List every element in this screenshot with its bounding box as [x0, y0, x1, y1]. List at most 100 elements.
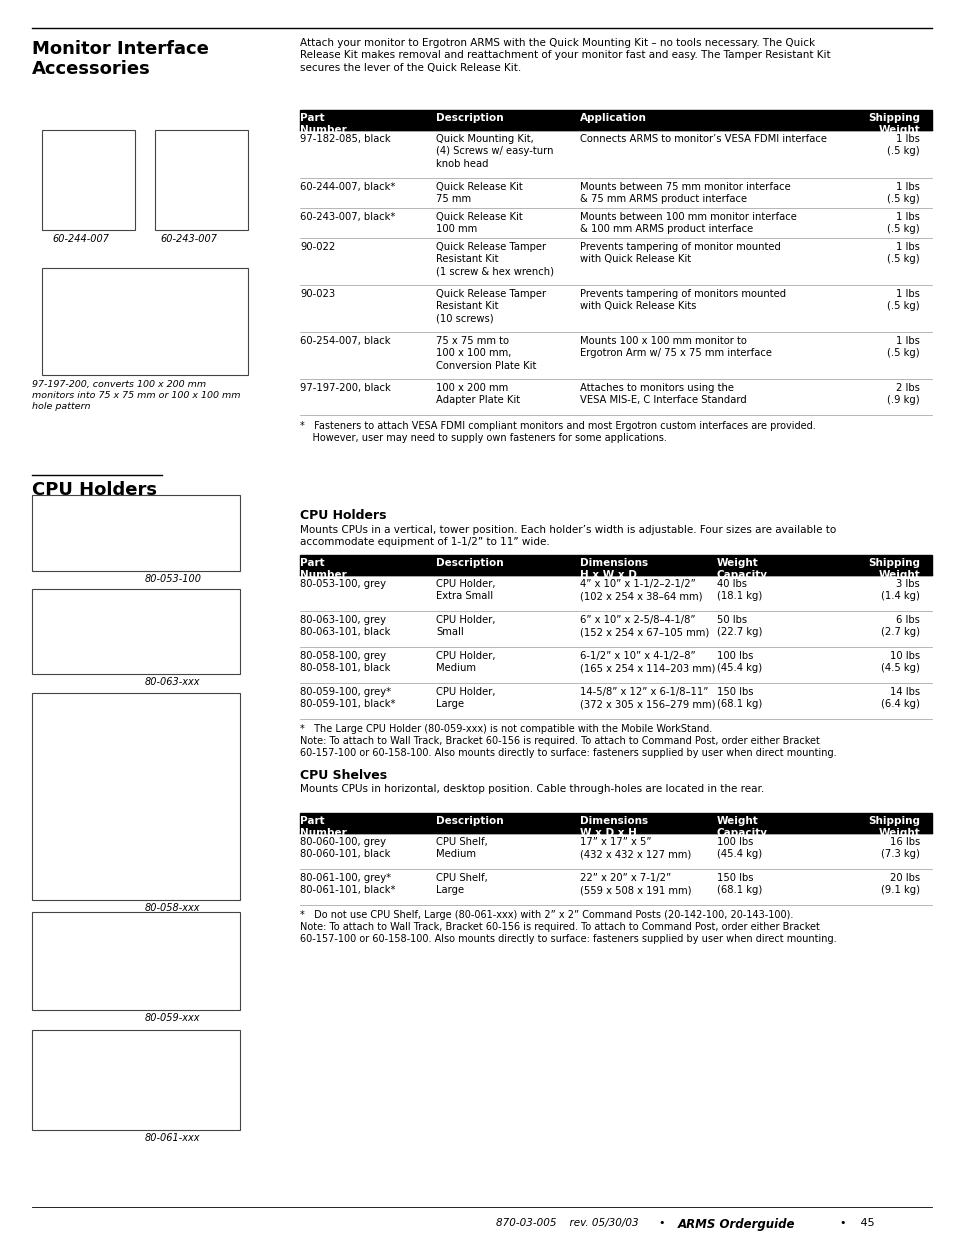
- Bar: [154, 130, 248, 230]
- Text: 80-058-xxx: 80-058-xxx: [145, 903, 200, 913]
- Text: 1 lbs
(.5 kg): 1 lbs (.5 kg): [886, 212, 919, 235]
- Text: Shipping
Weight: Shipping Weight: [867, 816, 919, 839]
- Text: •    45: • 45: [839, 1218, 873, 1228]
- Text: 17” x 17” x 5”
(432 x 432 x 127 mm): 17” x 17” x 5” (432 x 432 x 127 mm): [579, 837, 691, 860]
- Text: ARMS Orderguide: ARMS Orderguide: [677, 1218, 794, 1231]
- Text: 80-059-100, grey*
80-059-101, black*: 80-059-100, grey* 80-059-101, black*: [299, 687, 395, 709]
- Text: CPU Holders: CPU Holders: [32, 480, 157, 499]
- Text: 1 lbs
(.5 kg): 1 lbs (.5 kg): [886, 289, 919, 311]
- Text: 1 lbs
(.5 kg): 1 lbs (.5 kg): [886, 336, 919, 358]
- Text: 75 x 75 mm to
100 x 100 mm,
Conversion Plate Kit: 75 x 75 mm to 100 x 100 mm, Conversion P…: [436, 336, 536, 370]
- Text: 80-063-100, grey
80-063-101, black: 80-063-100, grey 80-063-101, black: [299, 615, 390, 637]
- Text: Quick Mounting Kit,
(4) Screws w/ easy-turn
knob head: Quick Mounting Kit, (4) Screws w/ easy-t…: [436, 135, 553, 169]
- Text: 97-197-200, black: 97-197-200, black: [299, 383, 391, 393]
- Text: 80-061-100, grey*
80-061-101, black*: 80-061-100, grey* 80-061-101, black*: [299, 873, 395, 895]
- Text: Mounts between 100 mm monitor interface
& 100 mm ARMS product interface: Mounts between 100 mm monitor interface …: [579, 212, 796, 235]
- Bar: [42, 130, 135, 230]
- Text: *   The Large CPU Holder (80-059-xxx) is not compatible with the Mobile WorkStan: * The Large CPU Holder (80-059-xxx) is n…: [299, 724, 712, 734]
- Bar: [32, 589, 240, 674]
- Text: Shipping
Weight: Shipping Weight: [867, 112, 919, 136]
- Bar: [32, 693, 240, 900]
- Text: Mounts CPUs in a vertical, tower position. Each holder’s width is adjustable. Fo: Mounts CPUs in a vertical, tower positio…: [299, 525, 836, 547]
- Text: 80-059-xxx: 80-059-xxx: [145, 1013, 200, 1023]
- Text: Part
Number: Part Number: [299, 558, 346, 580]
- Text: 80-061-xxx: 80-061-xxx: [145, 1132, 200, 1144]
- Text: 4” x 10” x 1-1/2–2-1/2”
(102 x 254 x 38–64 mm): 4” x 10” x 1-1/2–2-1/2” (102 x 254 x 38–…: [579, 579, 701, 601]
- Text: Monitor Interface: Monitor Interface: [32, 40, 209, 58]
- Text: Weight
Capacity: Weight Capacity: [717, 558, 767, 580]
- Text: 16 lbs
(7.3 kg): 16 lbs (7.3 kg): [881, 837, 919, 860]
- Text: 60-254-007, black: 60-254-007, black: [299, 336, 390, 346]
- Text: Quick Release Kit
100 mm: Quick Release Kit 100 mm: [436, 212, 522, 235]
- Text: Quick Release Tamper
Resistant Kit
(10 screws): Quick Release Tamper Resistant Kit (10 s…: [436, 289, 545, 324]
- Text: *   Do not use CPU Shelf, Large (80-061-xxx) with 2” x 2” Command Posts (20-142-: * Do not use CPU Shelf, Large (80-061-xx…: [299, 910, 793, 920]
- Text: Description: Description: [436, 558, 503, 568]
- Text: •: •: [658, 1218, 664, 1228]
- Text: Part
Number: Part Number: [299, 112, 346, 136]
- Text: 1 lbs
(.5 kg): 1 lbs (.5 kg): [886, 135, 919, 157]
- Text: 60-244-007: 60-244-007: [52, 233, 109, 245]
- Text: Note: To attach to Wall Track, Bracket 60-156 is required. To attach to Command : Note: To attach to Wall Track, Bracket 6…: [299, 923, 836, 945]
- Text: Accessories: Accessories: [32, 61, 151, 78]
- Text: 90-022: 90-022: [299, 242, 335, 252]
- Text: 100 lbs
(45.4 kg): 100 lbs (45.4 kg): [717, 837, 761, 860]
- Text: 1 lbs
(.5 kg): 1 lbs (.5 kg): [886, 242, 919, 264]
- Text: 40 lbs
(18.1 kg): 40 lbs (18.1 kg): [717, 579, 761, 601]
- Text: Attaches to monitors using the
VESA MIS-E, C Interface Standard: Attaches to monitors using the VESA MIS-…: [579, 383, 746, 405]
- Text: 6-1/2” x 10” x 4-1/2–8”
(165 x 254 x 114–203 mm): 6-1/2” x 10” x 4-1/2–8” (165 x 254 x 114…: [579, 651, 715, 673]
- Text: CPU Shelf,
Medium: CPU Shelf, Medium: [436, 837, 487, 860]
- Text: 90-023: 90-023: [299, 289, 335, 299]
- Text: *   Fasteners to attach VESA FDMI compliant monitors and most Ergotron custom in: * Fasteners to attach VESA FDMI complian…: [299, 421, 815, 443]
- Text: 100 x 200 mm
Adapter Plate Kit: 100 x 200 mm Adapter Plate Kit: [436, 383, 519, 405]
- Text: 80-053-100: 80-053-100: [145, 574, 202, 584]
- Text: Application: Application: [579, 112, 646, 124]
- Text: CPU Holder,
Medium: CPU Holder, Medium: [436, 651, 495, 673]
- Text: 150 lbs
(68.1 kg): 150 lbs (68.1 kg): [717, 687, 761, 709]
- Text: 80-058-100, grey
80-058-101, black: 80-058-100, grey 80-058-101, black: [299, 651, 390, 673]
- Text: 870-03-005    rev. 05/30/03: 870-03-005 rev. 05/30/03: [496, 1218, 639, 1228]
- Bar: [299, 555, 931, 576]
- Text: 150 lbs
(68.1 kg): 150 lbs (68.1 kg): [717, 873, 761, 895]
- Text: 80-053-100, grey: 80-053-100, grey: [299, 579, 386, 589]
- Text: Connects ARMS to monitor’s VESA FDMI interface: Connects ARMS to monitor’s VESA FDMI int…: [579, 135, 826, 144]
- Bar: [299, 813, 931, 832]
- Text: 50 lbs
(22.7 kg): 50 lbs (22.7 kg): [717, 615, 761, 637]
- Text: Attach your monitor to Ergotron ARMS with the Quick Mounting Kit – no tools nece: Attach your monitor to Ergotron ARMS wit…: [299, 38, 830, 73]
- Text: CPU Holder,
Extra Small: CPU Holder, Extra Small: [436, 579, 495, 601]
- Text: 2 lbs
(.9 kg): 2 lbs (.9 kg): [886, 383, 919, 405]
- Text: Mounts CPUs in horizontal, desktop position. Cable through-holes are located in : Mounts CPUs in horizontal, desktop posit…: [299, 784, 763, 794]
- Text: Mounts 100 x 100 mm monitor to
Ergotron Arm w/ 75 x 75 mm interface: Mounts 100 x 100 mm monitor to Ergotron …: [579, 336, 771, 358]
- Text: Prevents tampering of monitors mounted
with Quick Release Kits: Prevents tampering of monitors mounted w…: [579, 289, 785, 311]
- Text: 100 lbs
(45.4 kg): 100 lbs (45.4 kg): [717, 651, 761, 673]
- Text: 20 lbs
(9.1 kg): 20 lbs (9.1 kg): [880, 873, 919, 895]
- Text: CPU Shelves: CPU Shelves: [299, 769, 387, 782]
- Bar: [32, 911, 240, 1010]
- Text: 60-243-007: 60-243-007: [160, 233, 216, 245]
- Text: Note: To attach to Wall Track, Bracket 60-156 is required. To attach to Command : Note: To attach to Wall Track, Bracket 6…: [299, 736, 836, 758]
- Text: Dimensions
H x W x D: Dimensions H x W x D: [579, 558, 647, 580]
- Text: 97-182-085, black: 97-182-085, black: [299, 135, 390, 144]
- Text: Quick Release Tamper
Resistant Kit
(1 screw & hex wrench): Quick Release Tamper Resistant Kit (1 sc…: [436, 242, 554, 277]
- Text: 1 lbs
(.5 kg): 1 lbs (.5 kg): [886, 182, 919, 205]
- Text: Dimensions
W x D x H: Dimensions W x D x H: [579, 816, 647, 839]
- Text: CPU Shelf,
Large: CPU Shelf, Large: [436, 873, 487, 895]
- Text: 3 lbs
(1.4 kg): 3 lbs (1.4 kg): [881, 579, 919, 601]
- Bar: [42, 268, 248, 375]
- Text: CPU Holder,
Small: CPU Holder, Small: [436, 615, 495, 637]
- Text: 80-060-100, grey
80-060-101, black: 80-060-100, grey 80-060-101, black: [299, 837, 390, 860]
- Text: Quick Release Kit
75 mm: Quick Release Kit 75 mm: [436, 182, 522, 205]
- Text: Weight
Capacity: Weight Capacity: [717, 816, 767, 839]
- Text: Part
Number: Part Number: [299, 816, 346, 839]
- Text: Description: Description: [436, 816, 503, 826]
- Text: Mounts between 75 mm monitor interface
& 75 mm ARMS product interface: Mounts between 75 mm monitor interface &…: [579, 182, 790, 205]
- Text: 60-243-007, black*: 60-243-007, black*: [299, 212, 395, 222]
- Text: CPU Holders: CPU Holders: [299, 509, 386, 522]
- Text: 60-244-007, black*: 60-244-007, black*: [299, 182, 395, 191]
- Text: 14 lbs
(6.4 kg): 14 lbs (6.4 kg): [881, 687, 919, 709]
- Bar: [32, 495, 240, 571]
- Text: Shipping
Weight: Shipping Weight: [867, 558, 919, 580]
- Text: 10 lbs
(4.5 kg): 10 lbs (4.5 kg): [881, 651, 919, 673]
- Text: 97-197-200, converts 100 x 200 mm
monitors into 75 x 75 mm or 100 x 100 mm
hole : 97-197-200, converts 100 x 200 mm monito…: [32, 380, 240, 411]
- Bar: [299, 110, 931, 130]
- Text: 14-5/8” x 12” x 6-1/8–11”
(372 x 305 x 156–279 mm): 14-5/8” x 12” x 6-1/8–11” (372 x 305 x 1…: [579, 687, 715, 709]
